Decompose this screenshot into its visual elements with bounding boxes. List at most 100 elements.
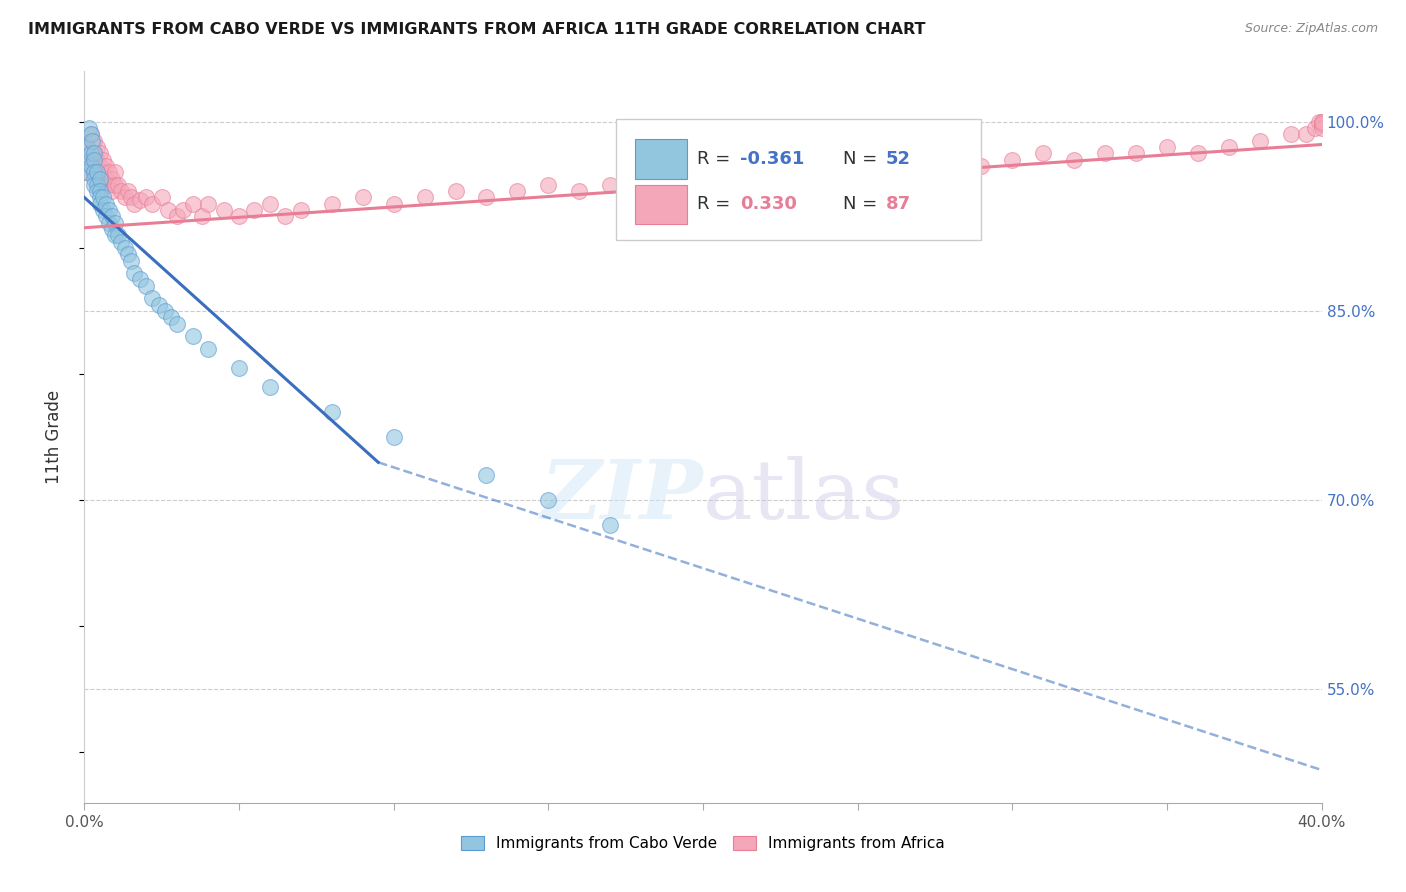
Text: IMMIGRANTS FROM CABO VERDE VS IMMIGRANTS FROM AFRICA 11TH GRADE CORRELATION CHAR: IMMIGRANTS FROM CABO VERDE VS IMMIGRANTS… xyxy=(28,22,925,37)
Point xyxy=(141,196,163,211)
Point xyxy=(98,165,121,179)
Point xyxy=(228,360,250,375)
Point xyxy=(101,184,124,198)
Point xyxy=(475,190,498,204)
Point xyxy=(83,153,105,167)
Point xyxy=(76,153,98,167)
Text: 52: 52 xyxy=(886,150,911,168)
Text: 0.330: 0.330 xyxy=(740,195,797,213)
Point xyxy=(114,190,136,204)
Point xyxy=(82,134,104,148)
FancyBboxPatch shape xyxy=(616,119,981,240)
Text: -0.361: -0.361 xyxy=(740,150,804,168)
Point xyxy=(89,190,111,204)
Point xyxy=(94,196,117,211)
Point xyxy=(75,165,97,179)
Point xyxy=(104,165,127,179)
Point xyxy=(630,171,652,186)
Point xyxy=(537,493,560,508)
Point xyxy=(104,178,127,192)
Point xyxy=(970,159,993,173)
Point xyxy=(94,210,117,224)
Point xyxy=(89,159,111,173)
Point xyxy=(352,190,374,204)
Point xyxy=(89,196,111,211)
Point xyxy=(86,140,108,154)
Point xyxy=(86,184,108,198)
Point xyxy=(191,210,214,224)
Point xyxy=(94,159,117,173)
Point xyxy=(153,304,176,318)
Point xyxy=(141,291,163,305)
Point xyxy=(382,196,405,211)
Point xyxy=(120,190,142,204)
Point xyxy=(1310,115,1333,129)
Point xyxy=(785,165,807,179)
Text: N =: N = xyxy=(842,150,883,168)
Point xyxy=(79,128,101,142)
Text: ZIP: ZIP xyxy=(540,456,703,535)
Text: N =: N = xyxy=(842,195,883,213)
Point xyxy=(104,216,127,230)
Point xyxy=(1032,146,1054,161)
Point xyxy=(91,190,114,204)
Point xyxy=(110,235,132,249)
Point xyxy=(91,203,114,218)
Point xyxy=(91,165,114,179)
Point xyxy=(1279,128,1302,142)
Point xyxy=(156,203,179,218)
Point xyxy=(77,121,100,136)
Point xyxy=(181,329,204,343)
Point xyxy=(122,196,145,211)
Point xyxy=(114,241,136,255)
Point xyxy=(1310,121,1333,136)
Point xyxy=(110,184,132,198)
Point xyxy=(1310,115,1333,129)
Point xyxy=(79,159,101,173)
Point xyxy=(83,146,105,161)
Point xyxy=(1094,146,1116,161)
Point xyxy=(122,266,145,280)
Point xyxy=(1156,140,1178,154)
Point xyxy=(135,190,157,204)
Point xyxy=(98,178,121,192)
Point xyxy=(75,153,97,167)
Point xyxy=(76,140,98,154)
Point xyxy=(243,203,266,218)
Point xyxy=(117,184,139,198)
Point xyxy=(83,165,105,179)
Point xyxy=(107,178,129,192)
Point xyxy=(599,178,621,192)
Text: 87: 87 xyxy=(886,195,911,213)
Point xyxy=(94,171,117,186)
Point xyxy=(83,146,105,161)
Point xyxy=(692,171,714,186)
Point xyxy=(86,178,108,192)
Point xyxy=(1125,146,1147,161)
Point xyxy=(117,247,139,261)
Point xyxy=(1249,134,1271,148)
Text: R =: R = xyxy=(697,195,735,213)
Point xyxy=(1063,153,1085,167)
Text: Source: ZipAtlas.com: Source: ZipAtlas.com xyxy=(1244,22,1378,36)
FancyBboxPatch shape xyxy=(636,185,688,224)
Point xyxy=(537,178,560,192)
Point xyxy=(290,203,312,218)
Y-axis label: 11th Grade: 11th Grade xyxy=(45,390,63,484)
Point xyxy=(197,196,219,211)
Point xyxy=(83,178,105,192)
Point xyxy=(259,379,281,393)
Text: R =: R = xyxy=(697,150,735,168)
Point xyxy=(86,165,108,179)
Text: atlas: atlas xyxy=(703,456,905,535)
Point xyxy=(1218,140,1240,154)
Point xyxy=(129,193,152,207)
Point xyxy=(91,153,114,167)
Point xyxy=(1295,128,1317,142)
Point xyxy=(83,134,105,148)
Point xyxy=(259,196,281,211)
Point xyxy=(754,171,776,186)
Point xyxy=(228,210,250,224)
Point xyxy=(148,298,170,312)
Point xyxy=(166,210,188,224)
